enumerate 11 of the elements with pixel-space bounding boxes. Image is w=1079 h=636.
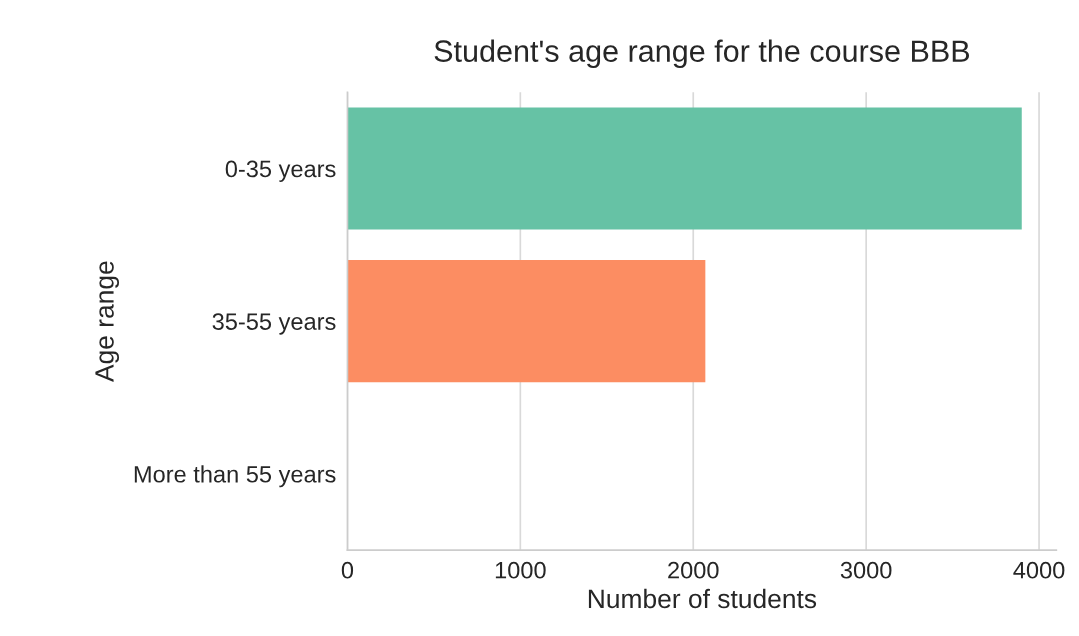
x-tick-label: 4000 <box>1013 561 1065 579</box>
y-tick-label: More than 55 years <box>134 465 336 488</box>
y-tick-label: 0-35 years <box>225 160 336 182</box>
x-tick-label: 1000 <box>495 561 546 579</box>
x-tick-label: 3000 <box>840 561 892 579</box>
y-axis-title: Age range <box>95 261 120 383</box>
x-tick-label: 0 <box>341 561 354 579</box>
y-tick-label: 35-55 years <box>212 313 336 335</box>
x-axis-title: Number of students <box>588 588 817 609</box>
x-tick-label: 2000 <box>668 561 719 579</box>
chart-title: Student's age range for the course BBB <box>434 39 970 68</box>
